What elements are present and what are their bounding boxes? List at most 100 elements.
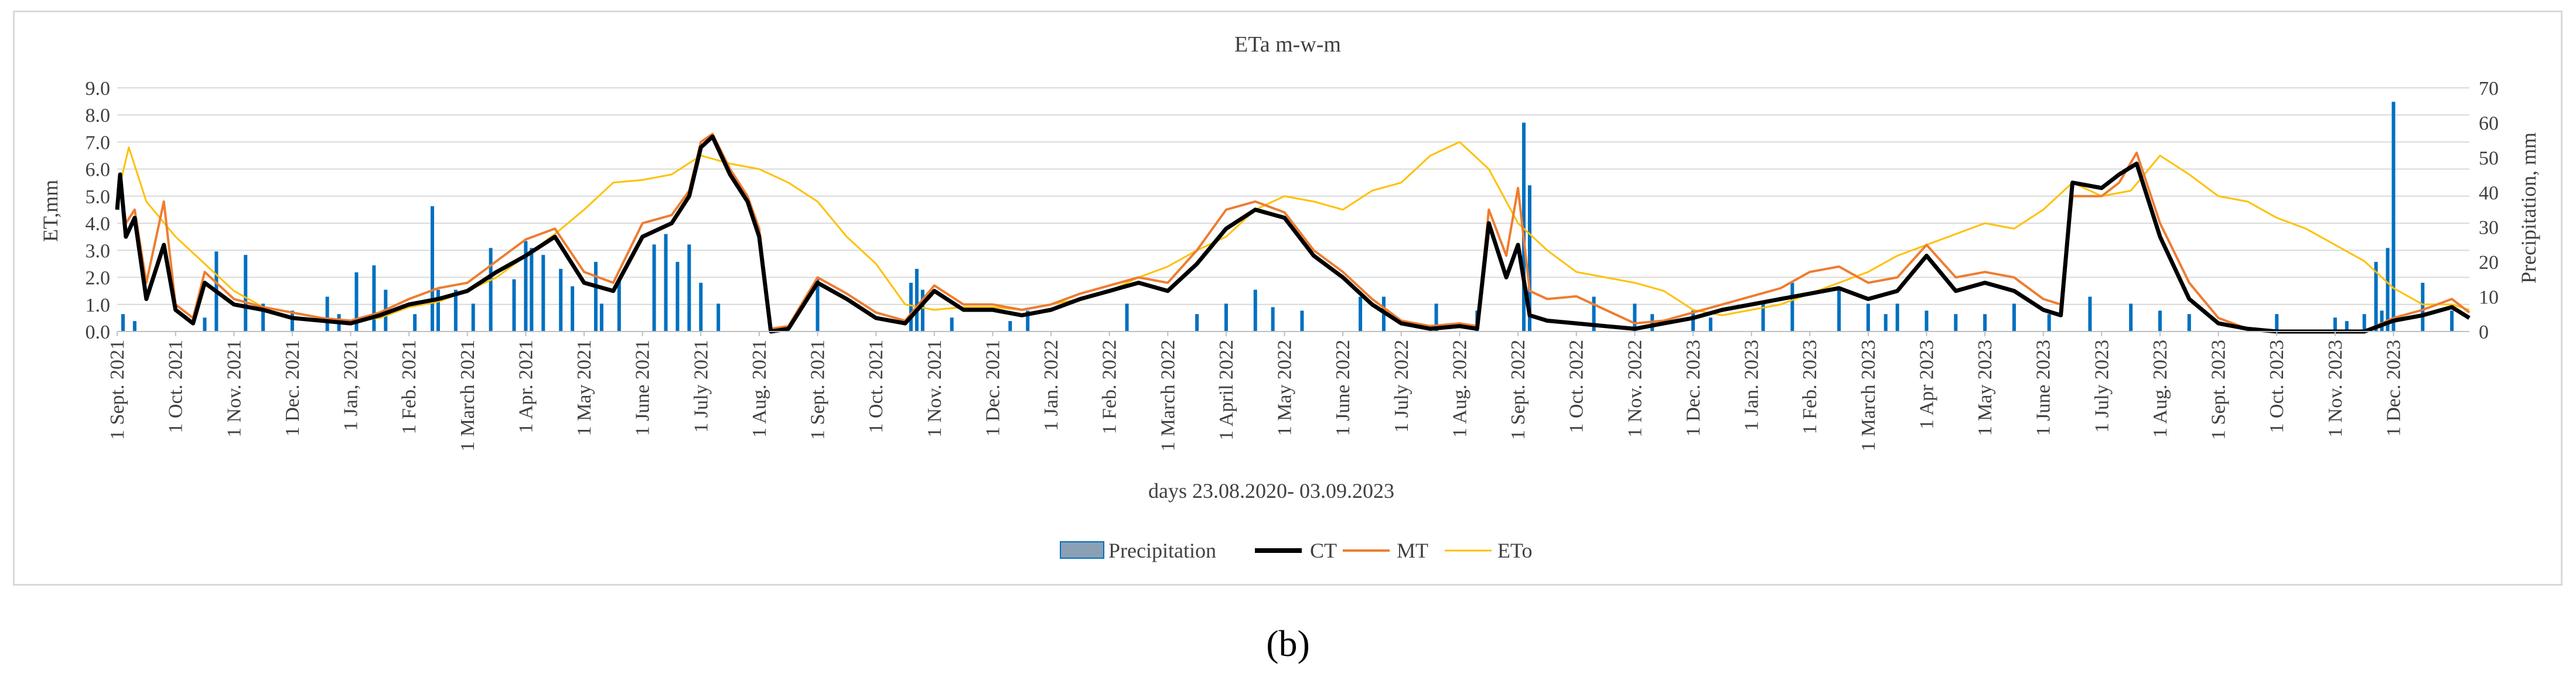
x-tick-label: 1 July 2021 — [690, 340, 712, 433]
precipitation-bar — [2380, 310, 2384, 332]
precipitation-bar — [1884, 314, 1888, 332]
series-eto-line — [116, 141, 2470, 322]
y-axis-left-label: ET,mm — [39, 180, 62, 242]
precipitation-bar — [1026, 310, 1030, 332]
precipitation-bar — [121, 314, 125, 332]
precipitation-bar — [2047, 314, 2051, 332]
x-tick-label: 1 April 2022 — [1216, 340, 1237, 440]
precipitation-bar — [1253, 289, 1257, 332]
precipitation-bar — [1761, 303, 1765, 332]
precipitation-bar — [915, 269, 919, 332]
x-tick-label: 1 March 2022 — [1157, 340, 1179, 452]
legend: Precipitation CT MT ETo — [1060, 539, 1532, 562]
legend-precipitation-swatch — [1060, 541, 1104, 559]
precipitation-bar — [2275, 314, 2279, 332]
x-tick-label: 1 Apr 2023 — [1916, 340, 1937, 429]
y-left-tick-label: 6.0 — [86, 159, 111, 181]
y-right-tick-label: 70 — [2479, 78, 2499, 100]
legend-mt-label: MT — [1397, 539, 1428, 562]
precipitation-bar — [1790, 282, 1794, 332]
chart-frame — [13, 11, 2563, 586]
precipitation-bar — [512, 279, 516, 332]
precipitation-bar — [675, 262, 680, 332]
x-tick-label: 1 Oct. 2023 — [2266, 340, 2288, 433]
precipitation-bar — [716, 303, 721, 332]
x-tick-label: 1 June 2023 — [2033, 340, 2055, 436]
x-tick-label: 1 Sept. 2022 — [1507, 340, 1529, 440]
precipitation-bar — [1925, 310, 1929, 332]
precipitation-bar — [2374, 262, 2378, 332]
precipitation-bar — [1125, 303, 1129, 332]
x-tick-label: 1 June 2021 — [632, 340, 654, 436]
x-tick-label: 1 May 2022 — [1274, 340, 1296, 436]
x-tick-label: 1 Oct. 2021 — [165, 340, 187, 433]
y-right-tick-label: 0 — [2479, 322, 2489, 343]
precipitation-bar — [325, 296, 329, 332]
x-tick-label: 1 Oct. 2022 — [1566, 340, 1588, 433]
x-tick-label: 1 July 2023 — [2091, 340, 2113, 433]
precipitation-bar — [950, 317, 954, 332]
precipitation-bar — [453, 289, 458, 332]
x-tick-label: 1 Nov. 2021 — [223, 340, 245, 438]
x-tick-label: 1 Dec. 2023 — [2383, 340, 2404, 436]
precipitation-bar — [1008, 321, 1012, 332]
precipitation-bar — [2421, 282, 2425, 332]
x-tick-label: 1 Feb. 2022 — [1099, 340, 1121, 435]
precipitation-bar — [2333, 317, 2337, 332]
precipitation-bar — [1837, 289, 1841, 332]
precipitation-bar — [2158, 310, 2162, 332]
x-tick-label: 1 Dec. 2021 — [982, 340, 1004, 436]
precipitation-bar — [1359, 296, 1363, 332]
y-left-tick-label: 2.0 — [86, 268, 111, 289]
x-tick-label: 1 Aug. 2021 — [749, 340, 770, 438]
precipitation-bar — [524, 241, 528, 332]
precipitation-bar — [132, 321, 137, 332]
x-tick-label: 1 Feb. 2021 — [398, 340, 420, 435]
y-right-tick-label: 50 — [2479, 148, 2499, 169]
x-axis-label: days 23.08.2020- 03.09.2023 — [1148, 479, 1394, 503]
x-tick-label: 1 Feb. 2023 — [1799, 340, 1821, 435]
y-right-tick-label: 30 — [2479, 217, 2499, 239]
precipitation-bar — [1708, 317, 1712, 332]
precipitation-bar — [599, 303, 603, 332]
y-left-tick-label: 1.0 — [86, 295, 111, 316]
precipitation-bar — [1983, 314, 1987, 332]
precipitation-bar — [1224, 303, 1228, 332]
y-left-tick-label: 9.0 — [86, 78, 111, 100]
y-right-tick-label: 10 — [2479, 287, 2499, 309]
x-tick-label: 1 Sept. 2021 — [807, 340, 829, 440]
x-tick-label: 1 Oct. 2021 — [865, 340, 887, 433]
x-tick-label: 1 May 2023 — [1974, 340, 1996, 436]
x-tick-label: 1 Aug. 2022 — [1449, 340, 1470, 438]
y-axis-right-label: Precipitation, mm — [2517, 132, 2540, 283]
y-left-tick-label: 3.0 — [86, 240, 111, 262]
precipitation-bar — [1434, 303, 1438, 332]
precipitation-bar — [430, 206, 434, 332]
x-tick-label: 1 Jan. 2022 — [1040, 340, 1062, 431]
precipitation-bar — [354, 272, 359, 332]
precipitation-bar — [489, 248, 493, 332]
precipitation-bar — [413, 314, 417, 332]
precipitation-bar — [2187, 314, 2191, 332]
y-left-tick-label: 4.0 — [86, 213, 111, 235]
precipitation-bar — [559, 269, 563, 332]
x-tick-label: 1 Jan. 2023 — [1741, 340, 1763, 431]
precipitation-bar — [687, 244, 691, 332]
series-mt-line — [116, 132, 2471, 333]
precipitation-bar — [1271, 307, 1275, 332]
precipitation-bar — [372, 265, 376, 332]
y-left-tick-label: 0.0 — [86, 322, 111, 343]
x-tick-label: 1 March 2021 — [457, 340, 479, 452]
precipitation-bar — [471, 303, 475, 332]
precipitation-bar — [1592, 296, 1596, 332]
x-tick-label: 1 Nov. 2021 — [924, 340, 946, 438]
precipitation-bar — [2362, 314, 2366, 332]
precipitation-bar — [816, 279, 820, 332]
precipitation-bar — [2345, 321, 2349, 332]
precipitation-bar — [1195, 314, 1199, 332]
precipitation-bar — [541, 255, 545, 332]
y-right-tick-label: 60 — [2479, 112, 2499, 134]
precipitation-bar — [571, 286, 575, 332]
precipitation-bar — [244, 255, 248, 332]
y-right-tick-label: 40 — [2479, 182, 2499, 204]
